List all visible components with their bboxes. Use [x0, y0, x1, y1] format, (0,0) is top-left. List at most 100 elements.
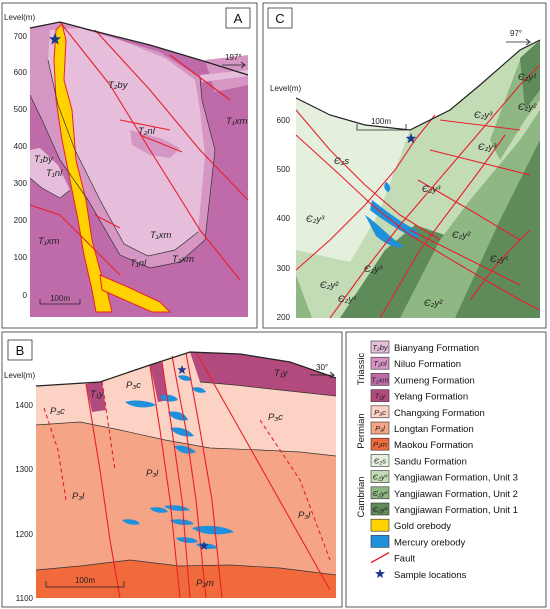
- panel-c-scale-bar: 100m: [356, 117, 407, 131]
- panel-b-scale-bar: 100m: [45, 576, 125, 588]
- unit-bianyang-topright-fill: [200, 70, 248, 82]
- panel-b-tick-1100: 1100: [16, 594, 34, 603]
- legend-swatch: [370, 486, 390, 500]
- unit-yangjiawan-3-left-fill: [296, 250, 350, 318]
- panel-a-geology: [29, 21, 249, 317]
- panel-a-letter: A: [234, 11, 243, 26]
- panel-c-letter-box: [267, 7, 293, 29]
- panel-a-topography: [29, 21, 249, 76]
- panel-c-unit-label: Є₂y¹: [338, 294, 356, 305]
- panel-a-ticks: 700 600 500 400 300 200 100 0: [14, 32, 28, 300]
- mercury-orebody: [176, 537, 198, 543]
- panel-c-fault-7: [417, 179, 521, 241]
- legend-swatch: [370, 405, 390, 419]
- legend-item: T₂nl Niluo Formation: [370, 356, 461, 370]
- legend-swatch: [370, 470, 390, 483]
- panel-b-tick-1200: 1200: [15, 530, 33, 539]
- panel-b-fault-2: [149, 365, 181, 599]
- legend-item: Є₂s Sandu Formation: [370, 454, 467, 467]
- panel-a-fault-4: [139, 134, 183, 153]
- panel-a-scale-label: 100m: [50, 294, 70, 303]
- panel-c-unit-label: Є₂y¹: [490, 254, 508, 265]
- panel-a-letter-box: [225, 7, 251, 29]
- legend-swatch-symbol: Є₂s: [374, 456, 386, 465]
- mercury-orebody: [170, 519, 194, 525]
- legend-swatch: [370, 535, 390, 548]
- panel-c-fault-1: [295, 134, 541, 311]
- legend-item: P₃c Changxing Formation: [370, 405, 485, 419]
- legend-item: Є₂y¹ Yangjiawan Formation, Unit 1: [370, 502, 518, 516]
- legend-item-label: Mercury orebody: [394, 537, 466, 548]
- panel-b-fault-4: [171, 355, 207, 599]
- panel-c-fault-4: [329, 64, 541, 319]
- panel-a-fault-1: [59, 21, 241, 281]
- panel-a-unit-label: T₂by: [108, 80, 129, 91]
- legend-item: Gold orebody: [370, 518, 451, 532]
- legend-item-label: Changxing Formation: [394, 408, 485, 419]
- panel-b-direction: 30°: [310, 363, 336, 379]
- unit-maokou-fill: [36, 560, 336, 598]
- mercury-orebody: [365, 215, 404, 248]
- legend-swatch: [370, 373, 390, 386]
- mercury-orebody: [125, 400, 156, 408]
- legend-swatch-symbol: T₂nl: [373, 359, 387, 368]
- panel-b-unit-labels: T₁y P₃c T₁y P₃c P₃c P₃l P₃l P₃l P₂m: [50, 368, 311, 589]
- mercury-orebody: [384, 182, 391, 192]
- legend-swatch-symbol: Є₂y²: [373, 489, 388, 498]
- panel-a-unit-label: T₁xm: [226, 116, 248, 127]
- legend-swatch-symbol: P₂m: [373, 440, 387, 449]
- panel-a-unit-label: T₁xm: [38, 236, 60, 247]
- legend-item-label: Sample locations: [394, 570, 467, 581]
- legend-swatch: [370, 340, 390, 354]
- panel-c-fault-10: [469, 229, 531, 301]
- panel-a-fault-3: [29, 204, 121, 276]
- panel-b-direction-arrow-icon: [310, 371, 336, 379]
- legend-swatch: [370, 454, 390, 467]
- panel-c-unit-labels: Є₂s Є₂y³ Є₂y³ Є₂y³ Є₂y³ Є₂y³ Є₂y² Є₂y² Є…: [306, 72, 537, 309]
- era-cambrian: Cambrian: [356, 476, 367, 517]
- panel-b-fault-dashed: [101, 380, 116, 471]
- gold-orebody-main: [53, 23, 113, 313]
- panel-a-unit-labels: T₂by T₂nl T₁by T₁nl T₁xm T₁xm T₂xm T₁nl …: [34, 80, 248, 269]
- mercury-orebody: [192, 387, 206, 393]
- legend-item: T₂xm Xumeng Formation: [370, 373, 475, 386]
- panel-a-contact-4: [199, 77, 216, 241]
- legend-item: Fault: [370, 551, 415, 565]
- panel-c-scale-bar-line: [356, 124, 407, 131]
- legend-swatch-symbol: T₂by: [372, 343, 389, 352]
- panel-a-unit-label: T₁xm: [150, 230, 172, 241]
- legend-item-label: Gold orebody: [394, 521, 451, 532]
- panel-c-tick-500: 500: [277, 165, 291, 174]
- legend-item-label: Maokou Formation: [394, 440, 473, 451]
- panel-b-topography: [35, 351, 337, 387]
- legend-swatch: [370, 421, 390, 435]
- panel-b-unit-label: P₃c: [268, 412, 283, 423]
- legend-item-label: Sandu Formation: [394, 456, 467, 467]
- gold-orebody-branch: [99, 274, 172, 313]
- legend-swatch-symbol: P₃c: [374, 408, 386, 417]
- panel-c-ticks: 600 500 400 300 200: [277, 116, 291, 322]
- panel-b-fault-dashed: [43, 407, 67, 501]
- panel-c-tick-400: 400: [277, 214, 291, 223]
- panel-a-fault-5: [119, 119, 171, 131]
- legend: Triassic Permian Cambrian T₂by Bianyang F…: [345, 331, 547, 608]
- panel-c-unit-label: Є₂y²: [320, 280, 339, 291]
- panel-b-fault-dashed: [259, 419, 331, 561]
- era-triassic: Triassic: [356, 353, 367, 386]
- legend-item: P₃l Longtan Formation: [370, 421, 474, 435]
- panel-c-geology: [295, 39, 541, 319]
- mercury-orebody: [178, 375, 192, 381]
- panel-a-contact-3: [29, 177, 71, 199]
- panel-b-direction-label: 30°: [316, 363, 328, 372]
- mercury-orebody: [160, 394, 178, 402]
- panel-b-fault-6: [195, 351, 331, 591]
- legend-item-label: Bianyang Formation: [394, 343, 479, 354]
- legend-item: P₂m Maokou Formation: [370, 437, 473, 451]
- panel-c-direction: 97°: [506, 29, 532, 46]
- unit-yangjiawan-1-right-fill: [455, 140, 540, 318]
- panel-c-unit-label: Є₂y²: [518, 102, 537, 113]
- panel-c-fault-6: [409, 229, 521, 286]
- legend-swatch-symbol: P₃l: [375, 424, 385, 433]
- panel-c-fault-8: [429, 149, 531, 176]
